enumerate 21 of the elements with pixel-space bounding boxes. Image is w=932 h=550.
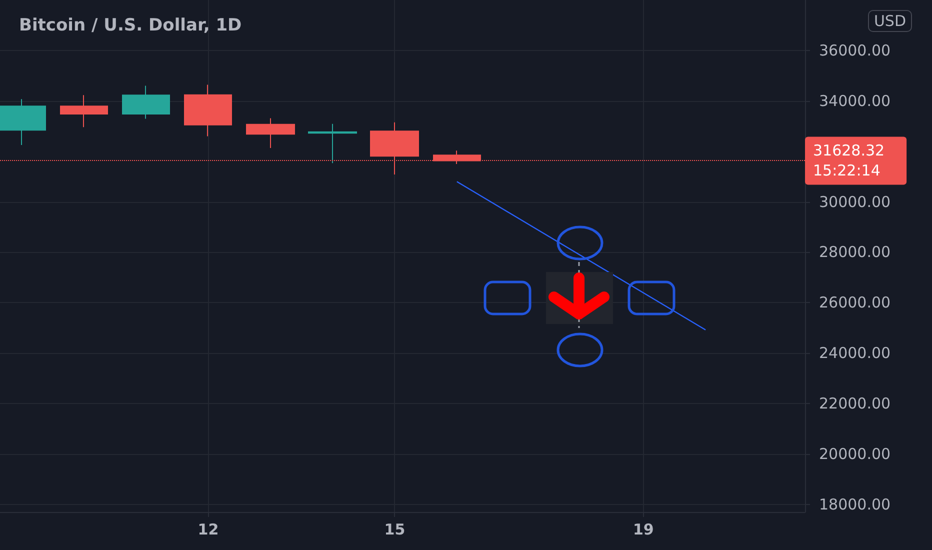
y-tick-label: 30000.00 xyxy=(819,192,891,211)
y-tick-label: 36000.00 xyxy=(819,41,891,60)
y-tick-label: 28000.00 xyxy=(819,243,891,262)
y-tick-label: 34000.00 xyxy=(819,92,891,110)
candlestick xyxy=(308,123,357,164)
candlestick xyxy=(60,94,108,128)
y-tick-label: 26000.00 xyxy=(819,294,891,312)
text: 15:22:14 xyxy=(813,162,880,180)
x-tick-label: 15 xyxy=(384,520,406,538)
candlestick xyxy=(184,84,232,137)
text: USD xyxy=(868,10,912,32)
ref-line-label: 31628.32 xyxy=(813,142,885,160)
x-tick-label: 19 xyxy=(632,520,654,538)
candlestick xyxy=(122,85,170,120)
y-tick-label: 18000.00 xyxy=(819,495,891,514)
x-tick-label: 12 xyxy=(198,520,219,538)
y-tick-label: 22000.00 xyxy=(819,394,891,413)
y-tick-label: 24000.00 xyxy=(819,344,891,362)
y-tick-label: 20000.00 xyxy=(819,444,891,463)
candlestick xyxy=(246,118,295,149)
text: Bitcoin / U.S. Dollar, 1D xyxy=(19,16,242,36)
